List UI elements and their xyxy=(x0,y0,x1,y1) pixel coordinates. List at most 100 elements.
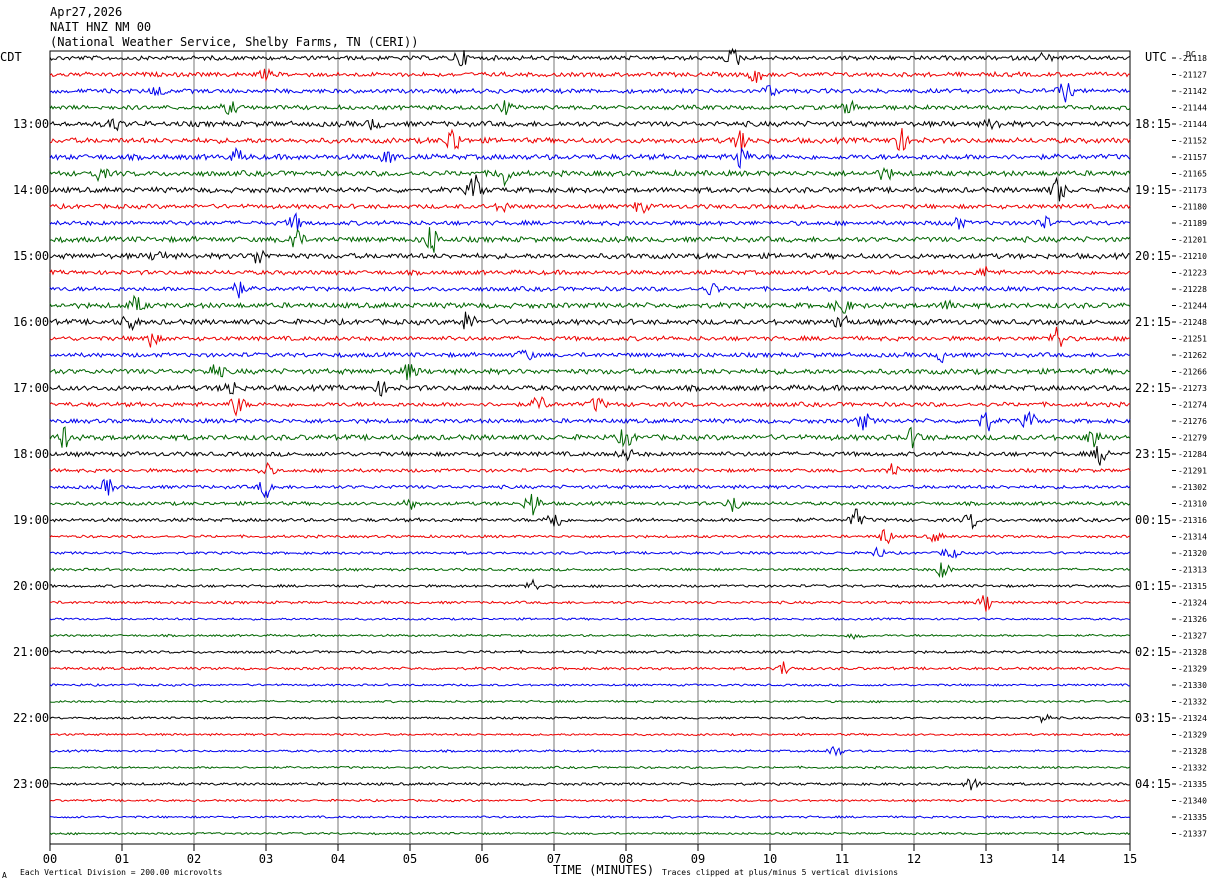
trace-line xyxy=(49,649,1131,655)
trace-line xyxy=(49,67,1131,83)
left-hour-labels: 13:00 14:00 15:00 16:00 17:00 18:00 19:00 20:00… xyxy=(13,117,49,791)
trace-line xyxy=(49,227,1131,253)
dc-offset-label: -21335 xyxy=(1178,813,1207,822)
trace-line xyxy=(49,699,1131,704)
trace-line xyxy=(49,249,1131,264)
right-timezone-label: UTC xyxy=(1145,50,1167,64)
x-tick-label: 02 xyxy=(187,852,201,866)
dc-offset-label: -21324 xyxy=(1178,714,1207,723)
header-station: NAIT HNZ NM 00 xyxy=(50,20,151,34)
dc-offset-label: -21320 xyxy=(1178,549,1207,558)
right-hour-label: 21:15 xyxy=(1135,315,1171,329)
dc-offset-label: -21332 xyxy=(1178,764,1207,773)
x-tick-label: 04 xyxy=(331,852,345,866)
trace-line xyxy=(49,118,1131,132)
trace-line xyxy=(49,326,1130,348)
trace-line xyxy=(49,212,1131,232)
x-tick-label: 06 xyxy=(475,852,489,866)
dc-offset-label: -21201 xyxy=(1178,236,1207,245)
x-tick-label: 05 xyxy=(403,852,417,866)
trace-line xyxy=(49,461,1131,476)
trace-line xyxy=(49,380,1131,397)
left-hour-label: 20:00 xyxy=(13,579,49,593)
trace-line xyxy=(49,493,1131,516)
dc-offset-label: -21248 xyxy=(1178,318,1207,327)
left-hour-label: 22:00 xyxy=(13,711,49,725)
dc-offset-label: -21180 xyxy=(1178,203,1207,212)
trace-line xyxy=(49,364,1131,381)
x-tick-label: 13 xyxy=(979,852,993,866)
trace-line xyxy=(49,167,1131,188)
dc-offset-label: -21152 xyxy=(1178,137,1207,146)
dc-offset-label: -21223 xyxy=(1178,269,1207,278)
dc-offset-label: -21337 xyxy=(1178,830,1207,839)
header-date: Apr27,2026 xyxy=(50,5,122,19)
x-tick-label: 15 xyxy=(1123,852,1137,866)
dc-offset-label: -21127 xyxy=(1178,71,1207,80)
left-hour-label: 18:00 xyxy=(13,447,49,461)
dc-offset-label: -21284 xyxy=(1178,450,1207,459)
dc-offset-label: -21118 xyxy=(1178,54,1207,63)
trace-line xyxy=(49,410,1131,432)
left-hour-label: 17:00 xyxy=(13,381,49,395)
left-hour-label: 16:00 xyxy=(13,315,49,329)
dc-offset-label: -21340 xyxy=(1178,797,1207,806)
x-tick-label: 07 xyxy=(547,852,561,866)
right-hour-label: 19:15 xyxy=(1135,183,1171,197)
trace-line xyxy=(49,426,1131,449)
trace-line xyxy=(49,562,1131,578)
trace-line xyxy=(49,83,1131,103)
x-axis-title: TIME (MINUTES) xyxy=(553,863,654,877)
trace-line xyxy=(49,349,1131,364)
dc-offset-label: -21173 xyxy=(1178,186,1207,195)
trace-line xyxy=(49,508,1131,530)
x-tick-label: 00 xyxy=(43,852,57,866)
right-hour-label: 03:15 xyxy=(1135,711,1171,725)
dc-offset-label: -21327 xyxy=(1178,632,1207,641)
trace-line xyxy=(49,478,1131,499)
left-hour-label: 13:00 xyxy=(13,117,49,131)
x-axis-ticks: 00 01 02 03 04 05 06 07 08 09 10 11 12 13 14 15 xyxy=(43,844,1137,866)
dc-offset-label: -21329 xyxy=(1178,665,1207,674)
trace-line xyxy=(49,311,1131,332)
right-hour-label: 02:15 xyxy=(1135,645,1171,659)
dc-offset-label: -21142 xyxy=(1178,87,1207,96)
dc-offset-label: -21266 xyxy=(1178,368,1207,377)
dc-offset-label: -21302 xyxy=(1178,483,1207,492)
dc-offset-label: -21262 xyxy=(1178,351,1207,360)
trace-line xyxy=(49,294,1131,314)
minute-gridlines xyxy=(121,51,1059,844)
trace-line xyxy=(49,128,1131,153)
dc-offset-label: -21335 xyxy=(1178,780,1207,789)
dc-offset-label: -21315 xyxy=(1178,582,1207,591)
dc-offset-label: -21324 xyxy=(1178,599,1207,608)
scale-note: Each Vertical Division = 200.00 microvol… xyxy=(20,868,222,877)
trace-line xyxy=(49,47,1131,67)
header-network: (National Weather Service, Shelby Farms,… xyxy=(50,35,418,49)
corner-mark: A xyxy=(2,871,7,880)
left-timezone-label: CDT xyxy=(0,50,22,64)
trace-line xyxy=(49,578,1131,591)
dc-offset-label: -21189 xyxy=(1178,219,1207,228)
clip-note: Traces clipped at plus/minus 5 vertical … xyxy=(662,868,898,877)
dc-offset-label: -21144 xyxy=(1178,104,1207,113)
dc-offset-label: -21310 xyxy=(1178,500,1207,509)
trace-line xyxy=(49,396,1131,417)
trace-line xyxy=(49,661,1131,675)
trace-line xyxy=(49,99,1131,116)
dc-offset-label: -21251 xyxy=(1178,335,1207,344)
x-tick-label: 14 xyxy=(1051,852,1065,866)
left-hour-label: 15:00 xyxy=(13,249,49,263)
dc-offset-label: -21328 xyxy=(1178,648,1207,657)
dc-offset-label: -21316 xyxy=(1178,516,1207,525)
dc-offset-label: -21326 xyxy=(1178,615,1207,624)
trace-line xyxy=(49,765,1131,770)
dc-offset-label: -21330 xyxy=(1178,681,1207,690)
trace-line xyxy=(50,595,1131,612)
x-tick-label: 09 xyxy=(691,852,705,866)
x-tick-label: 01 xyxy=(115,852,129,866)
right-hour-label: 18:15 xyxy=(1135,117,1171,131)
left-hour-label: 21:00 xyxy=(13,645,49,659)
left-hour-label: 19:00 xyxy=(13,513,49,527)
